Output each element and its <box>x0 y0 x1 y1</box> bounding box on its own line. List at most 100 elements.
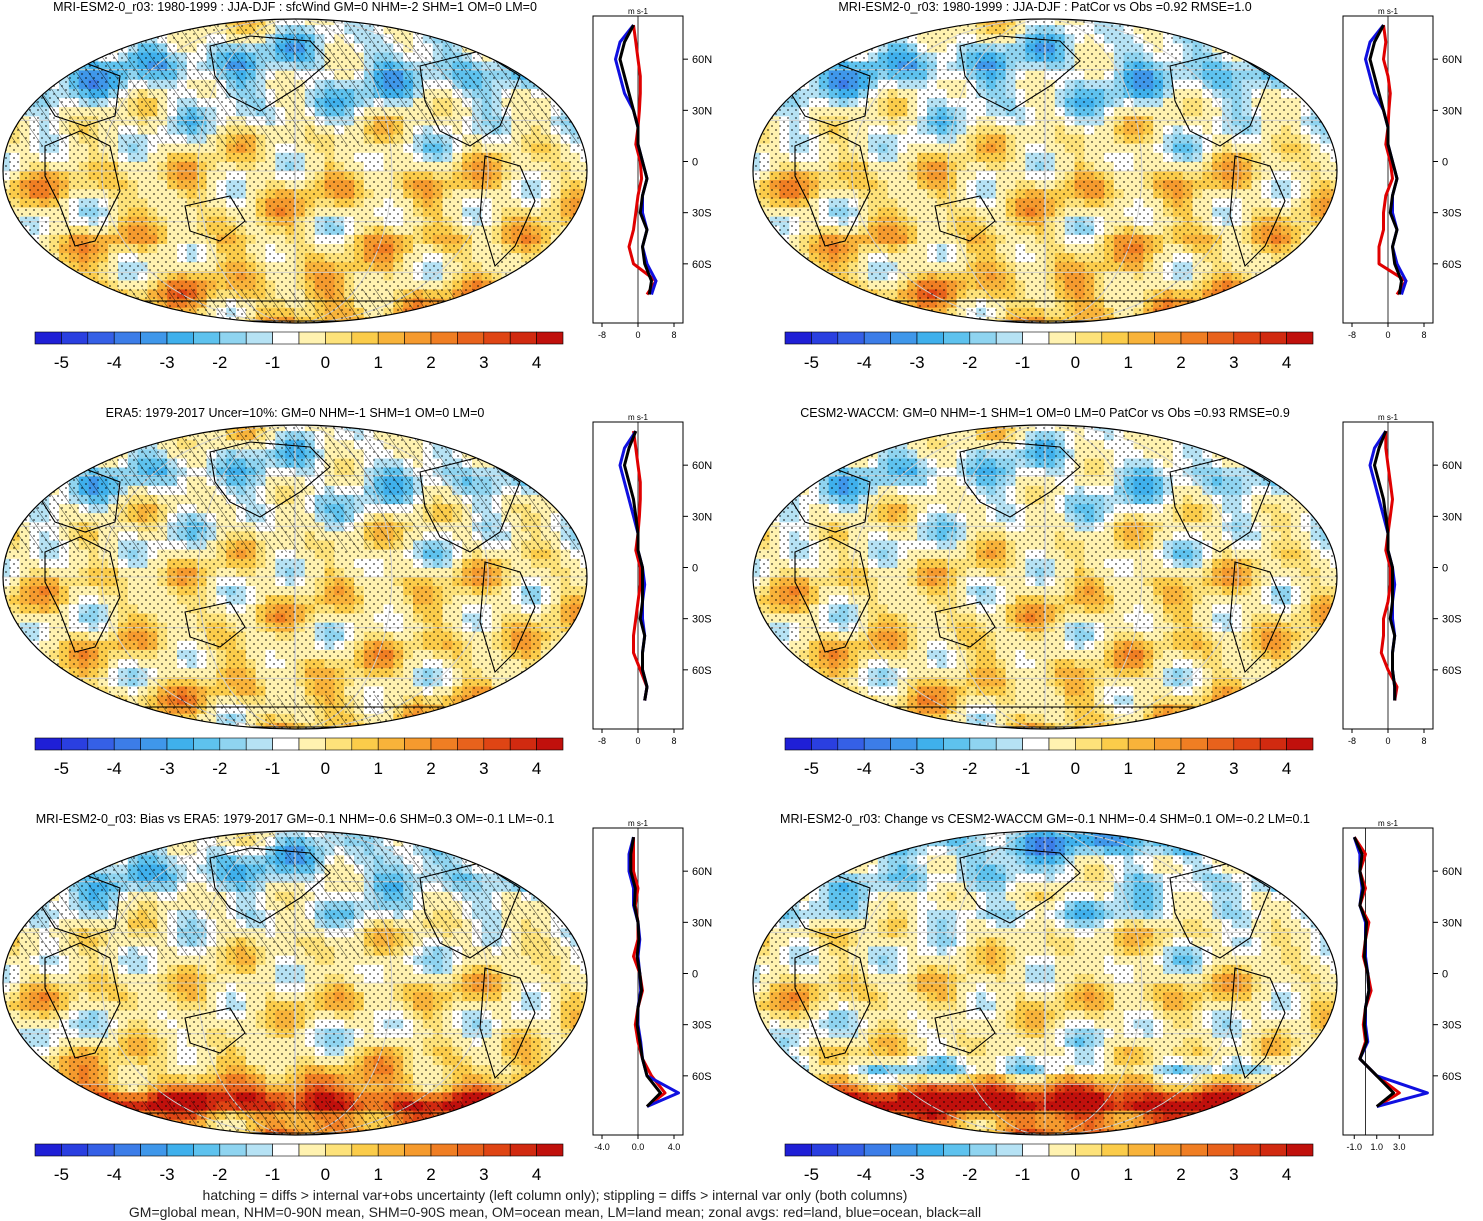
colorbar-swatch <box>377 1143 405 1157</box>
zonal-mean-plot: m s-1 60N 30N 0 30S 60S -8 0 8 <box>592 414 712 746</box>
colorbar-swatch <box>837 737 865 751</box>
colorbar-label: 4 <box>532 759 541 778</box>
colorbar-swatch <box>916 331 944 345</box>
zonal-x-tick-label: -1.0 <box>1346 1142 1362 1152</box>
zonal-lat-tick-label: 60N <box>1442 866 1462 878</box>
colorbar-label: -2 <box>962 759 977 778</box>
colorbar-label: -4 <box>107 1165 122 1184</box>
colorbar-swatch <box>377 331 405 345</box>
colorbar-swatch <box>1075 331 1103 345</box>
colorbar-swatch <box>245 1143 273 1157</box>
colorbar-label: 4 <box>1282 759 1291 778</box>
colorbar-label: -5 <box>804 759 819 778</box>
colorbar-swatch <box>784 331 812 345</box>
zonal-lat-tick-label: 60S <box>1442 259 1462 271</box>
colorbar-swatch <box>457 1143 485 1157</box>
colorbar-swatch <box>811 1143 839 1157</box>
colorbar-swatch <box>483 1143 511 1157</box>
colorbar-swatch <box>325 737 353 751</box>
panel-title: MRI-ESM2-0_r03: 1980-1999 : JJA-DJF : Pa… <box>838 0 1252 14</box>
colorbar-swatch <box>245 737 273 751</box>
zonal-lat-tick-label: 0 <box>692 157 698 169</box>
zonal-series-all <box>1373 430 1397 701</box>
colorbar-swatch <box>1259 737 1287 751</box>
colorbar-swatch <box>457 737 485 751</box>
colorbar-swatch <box>219 331 247 345</box>
colorbar-swatch <box>193 1143 221 1157</box>
colorbar-label: -1 <box>1015 353 1030 372</box>
colorbar-swatch <box>166 331 194 345</box>
colorbar-label: -4 <box>857 1165 872 1184</box>
zonal-series-all <box>1368 24 1403 295</box>
colorbar-swatch <box>1022 1143 1050 1157</box>
colorbar-label: 2 <box>426 1165 435 1184</box>
colorbar-label: 1 <box>373 1165 382 1184</box>
colorbar-swatch <box>245 331 273 345</box>
zonal-lat-tick-label: 30N <box>692 511 712 523</box>
colorbar-swatch <box>509 331 537 345</box>
colorbar-swatch <box>916 737 944 751</box>
colorbar-swatch <box>298 737 326 751</box>
colorbar-label: 0 <box>321 353 330 372</box>
colorbar: -5-4-3-2-1012345 <box>34 1143 564 1184</box>
colorbar-swatch <box>969 331 997 345</box>
colorbar-label: -3 <box>909 759 924 778</box>
colorbar: -5-4-3-2-1012345 <box>784 1143 1314 1184</box>
colorbar-swatch <box>1101 737 1129 751</box>
zonal-lat-tick-label: 60N <box>1442 54 1462 66</box>
colorbar-swatch <box>219 737 247 751</box>
colorbar-label: 4 <box>532 353 541 372</box>
zonal-lat-tick-label: 60N <box>692 460 712 472</box>
colorbar-swatch <box>863 1143 891 1157</box>
colorbar-swatch <box>1101 1143 1129 1157</box>
zonal-mean-plot: m s-1 60N 30N 0 30S 60S -8 0 8 <box>592 8 712 340</box>
zonal-mean-plot: m s-1 60N 30N 0 30S 60S -4.0 0.0 4.0 <box>592 820 712 1152</box>
colorbar-swatch <box>351 331 379 345</box>
colorbar-label: 2 <box>1176 759 1185 778</box>
colorbar-swatch <box>1075 1143 1103 1157</box>
colorbar-swatch <box>113 331 141 345</box>
zonal-units-label: m s-1 <box>1378 414 1399 422</box>
colorbar-label: 0 <box>1071 353 1080 372</box>
panel-title: MRI-ESM2-0_r03: Change vs CESM2-WACCM GM… <box>780 812 1310 826</box>
zonal-lat-tick-label: 30S <box>692 1020 712 1032</box>
map-plot <box>2 18 588 324</box>
colorbar-swatch <box>272 331 300 345</box>
panel-title: CESM2-WACCM: GM=0 NHM=-1 SHM=1 OM=0 LM=0… <box>800 406 1290 420</box>
zonal-x-tick-label: 0.0 <box>632 1142 645 1152</box>
colorbar-label: 1 <box>373 353 382 372</box>
colorbar-label: -2 <box>212 353 227 372</box>
colorbar-label: 3 <box>479 1165 488 1184</box>
colorbar-swatch <box>140 1143 168 1157</box>
zonal-lat-tick-label: 30S <box>1442 614 1462 626</box>
colorbar-label: -3 <box>159 759 174 778</box>
colorbar-swatch <box>351 1143 379 1157</box>
colorbar-swatch <box>272 1143 300 1157</box>
map-plot <box>2 424 588 730</box>
colorbar-label: 4 <box>1282 1165 1291 1184</box>
zonal-series-all <box>1352 836 1396 1108</box>
zonal-lat-tick-label: 30S <box>1442 1020 1462 1032</box>
zonal-lat-tick-label: 60S <box>1442 665 1462 677</box>
colorbar-swatch <box>87 737 115 751</box>
colorbar-swatch <box>811 331 839 345</box>
zonal-x-tick-label: 0 <box>635 330 640 340</box>
zonal-x-tick-label: 1.0 <box>1370 1142 1383 1152</box>
map-plot <box>2 830 588 1136</box>
colorbar-label: -1 <box>265 1165 280 1184</box>
colorbar-swatch <box>784 1143 812 1157</box>
colorbar-label: 2 <box>426 759 435 778</box>
colorbar-label: -5 <box>54 353 69 372</box>
colorbar-label: -5 <box>804 353 819 372</box>
colorbar-label: -2 <box>962 353 977 372</box>
colorbar-label: 0 <box>321 1165 330 1184</box>
colorbar-label: -4 <box>107 353 122 372</box>
colorbar-swatch <box>61 331 89 345</box>
colorbar-swatch <box>995 331 1023 345</box>
colorbar-swatch <box>995 737 1023 751</box>
map-plot <box>752 424 1338 730</box>
map-plot <box>752 18 1338 324</box>
zonal-lat-tick-label: 30N <box>692 917 712 929</box>
colorbar-label: 3 <box>1229 1165 1238 1184</box>
colorbar-swatch <box>34 331 62 345</box>
